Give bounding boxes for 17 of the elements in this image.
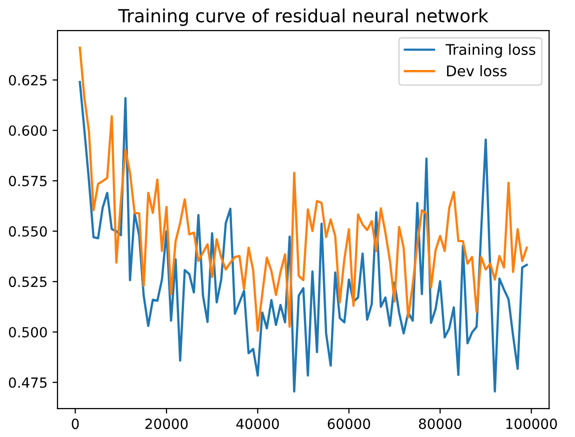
x-tick-label: 40000	[236, 418, 279, 430]
x-tick-label: 80000	[418, 418, 462, 430]
y-tick-label: 0.500	[8, 326, 47, 338]
legend-label: Training loss	[446, 44, 536, 58]
y-tick-label: 0.575	[8, 176, 47, 186]
x-tick-label: 20000	[145, 418, 188, 430]
y-tick-label: 0.475	[8, 377, 47, 388]
line-series	[78, 80, 528, 393]
legend-label: Dev loss	[447, 65, 507, 76]
x-tick-label: 100000	[506, 418, 557, 430]
chart-title: Training curve of residual neural network	[118, 8, 488, 26]
x-tick-label: 60000	[328, 418, 370, 430]
y-tick-label: 0.625	[8, 74, 47, 86]
y-tick-label: 0.600	[8, 125, 47, 136]
y-tick-label: 0.525	[8, 276, 47, 288]
x-tick-label: 0	[72, 418, 79, 430]
y-tick-label: 0.550	[8, 226, 47, 237]
